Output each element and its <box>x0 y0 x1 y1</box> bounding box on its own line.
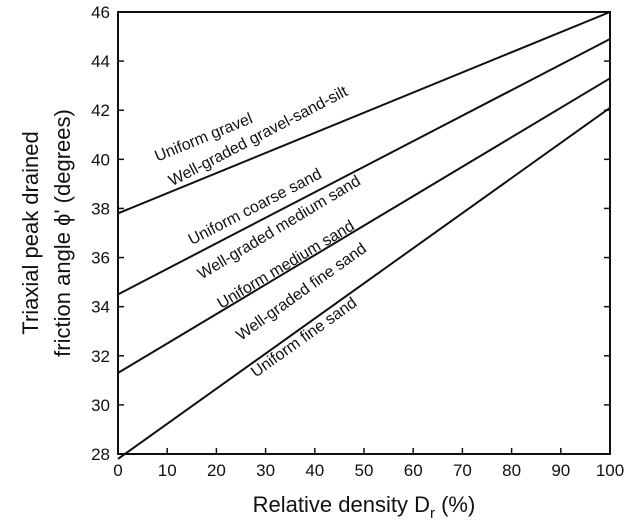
x-tick-label: 100 <box>596 461 624 480</box>
x-tick-label: 20 <box>207 461 226 480</box>
x-axis-title: Relative density Dr (%) <box>253 492 476 522</box>
series-line-2 <box>117 38 611 296</box>
series-line-1 <box>117 11 611 215</box>
x-tick-label: 90 <box>551 461 570 480</box>
x-tick-label: 50 <box>355 461 374 480</box>
x-tick-label: 80 <box>502 461 521 480</box>
y-tick-label: 46 <box>91 3 110 22</box>
y-tick-label: 28 <box>91 445 110 464</box>
x-tick-label: 70 <box>453 461 472 480</box>
x-tick-label: 10 <box>158 461 177 480</box>
x-tick-label: 0 <box>113 461 122 480</box>
series-line-4 <box>117 106 611 460</box>
y-tick-label: 34 <box>91 298 110 317</box>
x-axis-title-main: Relative density D <box>253 492 430 517</box>
y-tick-label: 44 <box>91 52 110 71</box>
x-axis-title-subscript: r <box>430 505 435 522</box>
x-tick-label: 40 <box>305 461 324 480</box>
y-axis-title-line-1: Triaxial peak drained <box>18 131 43 334</box>
y-axis-title-line-2: friction angle ϕ' (degrees) <box>50 109 75 357</box>
x-tick-label: 60 <box>404 461 423 480</box>
x-axis-title-unit: (%) <box>435 492 475 517</box>
y-tick-label: 42 <box>91 101 110 120</box>
y-tick-label: 36 <box>91 249 110 268</box>
y-tick-label: 38 <box>91 199 110 218</box>
series-lines <box>117 11 611 460</box>
x-tick-label: 30 <box>256 461 275 480</box>
series-line-3 <box>117 77 611 374</box>
y-tick-label: 32 <box>91 347 110 366</box>
y-tick-label: 40 <box>91 150 110 169</box>
y-tick-label: 30 <box>91 396 110 415</box>
axis-ticks: 0 10 20 30 40 50 60 70 80 90 100 28 30 32 34 36 38 40 42 44… <box>91 3 624 480</box>
